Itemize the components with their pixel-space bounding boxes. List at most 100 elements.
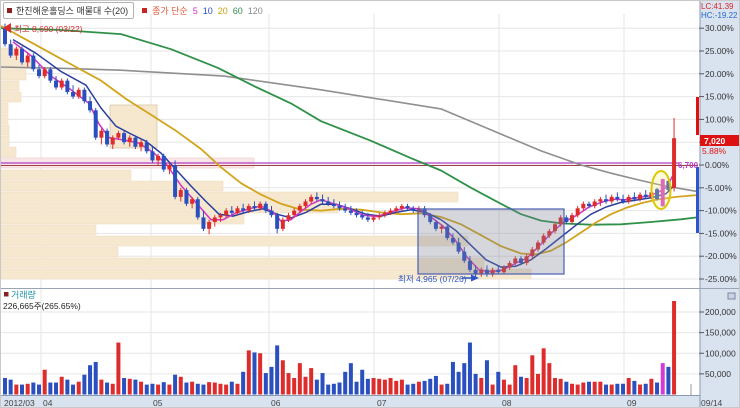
volume-profile-layer xyxy=(1,47,532,280)
candle-body xyxy=(161,155,166,170)
volume-bar xyxy=(48,382,53,395)
price-alert-label[interactable]: 6,700 xyxy=(678,161,699,170)
volume-bar xyxy=(65,379,70,395)
candle-body xyxy=(275,215,280,229)
candle-body xyxy=(71,92,76,97)
volume-bar xyxy=(530,355,535,395)
low-annotation: 최저 4,965 (07/26) xyxy=(398,274,467,284)
x-axis-label: 04 xyxy=(43,398,53,408)
volume-bar xyxy=(524,378,529,395)
volume-bar xyxy=(258,353,263,395)
volume-profile-bar xyxy=(1,224,97,236)
volume-bar xyxy=(604,384,609,395)
volume-bar xyxy=(428,378,433,395)
volume-bar xyxy=(263,373,268,395)
volume-bar xyxy=(139,381,144,395)
volume-bar xyxy=(615,383,620,395)
volume-bar xyxy=(479,378,484,395)
volume-bar xyxy=(59,376,64,395)
volume-bar xyxy=(229,381,234,395)
volume-bar xyxy=(626,378,631,395)
volume-bar xyxy=(609,384,614,395)
volume-profile-bar xyxy=(1,124,10,136)
volume-bar xyxy=(416,381,421,395)
volume-bar xyxy=(133,379,138,395)
volume-bar xyxy=(144,384,149,395)
selection-box[interactable] xyxy=(417,208,565,275)
volume-bar xyxy=(88,365,93,395)
volume-bar xyxy=(388,378,393,395)
candle-body xyxy=(445,226,450,238)
volume-tick-label: 200,000 xyxy=(705,307,736,317)
volume-bar xyxy=(212,382,217,395)
volume-bar xyxy=(587,381,592,395)
volume-bar xyxy=(394,380,399,395)
volume-bar xyxy=(382,379,387,395)
volume-bar xyxy=(632,380,637,395)
candle-body xyxy=(382,212,387,216)
candle-body xyxy=(88,101,93,111)
volume-legend-square-icon xyxy=(4,292,9,297)
volume-bar xyxy=(598,381,603,395)
ma-legend-period: 120 xyxy=(247,5,263,16)
candle-body xyxy=(65,80,70,93)
annotation-shapes-layer[interactable] xyxy=(417,97,699,275)
candle-body xyxy=(314,196,319,200)
volume-bar xyxy=(303,376,308,395)
candle-body xyxy=(660,179,665,207)
volume-bar xyxy=(224,384,229,395)
focus-ellipse[interactable] xyxy=(650,170,672,210)
candle-body xyxy=(587,203,592,207)
chart-legend: 한진해운홀딩스 매물대 수(20) 종가 단순 5 10 20 60 120 xyxy=(3,2,268,19)
candle-body xyxy=(37,69,42,77)
volume-bar xyxy=(496,371,501,395)
volume-bar xyxy=(292,378,297,395)
volume-bar xyxy=(326,384,331,395)
candle-body xyxy=(473,269,478,275)
candle-body xyxy=(105,130,110,145)
pane-corner-icon[interactable] xyxy=(727,292,736,300)
candle-body xyxy=(450,237,455,243)
volume-bar xyxy=(365,378,370,395)
candle-body xyxy=(320,199,325,202)
volume-tick-label: 50,000 xyxy=(705,369,731,379)
lc-value: LC:41.39 xyxy=(701,2,734,11)
candle-body xyxy=(292,210,297,216)
volume-bar xyxy=(167,384,172,395)
candle-body xyxy=(3,28,7,45)
ma-legend-periods: 5 10 20 60 120 xyxy=(193,6,268,16)
volume-bar xyxy=(490,384,495,395)
volume-bar xyxy=(3,378,7,395)
candle-body xyxy=(122,133,127,143)
candle-body xyxy=(428,215,433,222)
volume-bar xyxy=(218,383,223,395)
candle-body xyxy=(99,130,104,138)
volume-bar xyxy=(643,383,648,395)
volume-bar xyxy=(195,383,200,395)
ma-60-line xyxy=(1,27,698,226)
volume-bar xyxy=(156,384,161,395)
candle-body xyxy=(621,199,626,202)
volume-profile-bar xyxy=(1,91,22,103)
volume-profile-bar xyxy=(1,80,20,92)
candle-body xyxy=(235,208,240,213)
volume-bar xyxy=(93,361,98,395)
high-annotation: 최고 8,690 (03/22) xyxy=(14,24,83,34)
candle-body xyxy=(212,217,217,222)
candle-body xyxy=(643,194,648,197)
candle-body xyxy=(570,215,574,222)
candle-body xyxy=(224,210,229,216)
current-price-box xyxy=(700,135,739,146)
volume-profile-bar xyxy=(1,102,9,114)
candle-body xyxy=(462,251,467,261)
candle-body xyxy=(54,80,59,88)
candle-body xyxy=(609,196,614,202)
ma-legend-period: 5 xyxy=(192,5,198,16)
volume-bar xyxy=(246,350,251,395)
volume-bar xyxy=(309,368,314,395)
y-tick-label: 15.00% xyxy=(705,92,734,102)
candle-body xyxy=(139,142,144,147)
volume-bar xyxy=(467,342,472,395)
candle-body xyxy=(207,222,212,229)
